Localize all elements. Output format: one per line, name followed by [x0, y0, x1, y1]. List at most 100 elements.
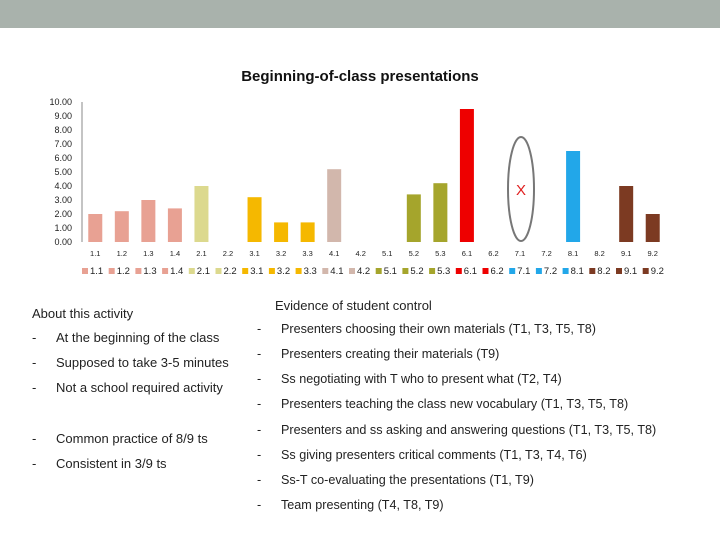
legend-label: 5.1	[384, 266, 397, 277]
list-item: - Team presenting (T4, T8, T9)	[257, 498, 444, 512]
list-item: - Consistent in 3/9 ts	[32, 456, 167, 471]
y-tick-label: 1.00	[54, 223, 72, 233]
legend-swatch	[268, 268, 275, 274]
x-tick-label: 1.2	[117, 249, 127, 258]
legend-label: 6.2	[491, 266, 504, 277]
annotation-ellipse	[507, 136, 535, 242]
bullet-dash: -	[257, 448, 262, 462]
x-tick-label: 3.2	[276, 249, 286, 258]
legend-label: 4.1	[330, 266, 343, 277]
legend-label: 8.2	[597, 266, 610, 277]
evidence-title: Evidence of student control	[275, 298, 432, 313]
legend-swatch	[642, 268, 649, 274]
legend-label: 7.1	[517, 266, 530, 277]
legend-swatch	[509, 268, 516, 274]
bar-1.3	[141, 200, 156, 242]
legend-swatch	[82, 268, 88, 274]
bar-9.2	[645, 214, 660, 242]
legend-label: 6.1	[464, 266, 477, 277]
bullet-dash: -	[32, 355, 37, 370]
list-item-text: Ss negotiating with T who to present wha…	[281, 372, 562, 386]
bar-5.3	[433, 183, 448, 242]
about-activity-title: About this activity	[32, 306, 134, 321]
legend-swatch	[349, 268, 355, 274]
bullet-dash: -	[257, 498, 262, 512]
legend-swatch	[295, 268, 302, 274]
bullet-dash: -	[257, 473, 262, 487]
list-item: - Presenters creating their materials (T9…	[257, 347, 499, 361]
bar-3.3	[300, 222, 315, 242]
bar-1.2	[114, 211, 129, 242]
legend-label: 3.2	[277, 266, 290, 277]
legend-swatch	[215, 268, 222, 274]
legend-label: 1.2	[117, 266, 130, 277]
list-item: - Common practice of 8/9 ts	[32, 431, 208, 446]
list-item: - Supposed to take 3-5 minutes	[32, 355, 229, 370]
x-tick-label: 3.1	[249, 249, 259, 258]
y-tick-label: 3.00	[54, 195, 72, 205]
list-item-text: Ss giving presenters critical comments (…	[281, 448, 587, 462]
legend-swatch	[616, 268, 622, 274]
x-tick-label: 6.1	[462, 249, 472, 258]
bullet-dash: -	[32, 431, 37, 446]
list-item-text: Not a school required activity	[56, 380, 223, 395]
bar-1.4	[167, 208, 182, 242]
bullet-dash: -	[32, 330, 37, 345]
x-tick-label: 8.2	[594, 249, 604, 258]
legend-swatch	[429, 268, 436, 274]
legend-label: 4.2	[357, 266, 370, 277]
x-tick-label: 3.3	[302, 249, 312, 258]
bar-8.1	[566, 151, 581, 242]
x-tick-label: 7.2	[541, 249, 551, 258]
list-item-text: Presenters and ss asking and answering q…	[281, 423, 657, 437]
list-item-text: Ss-T co-evaluating the presentations (T1…	[281, 473, 534, 487]
list-item-text: At the beginning of the class	[56, 330, 220, 345]
legend-label: 3.1	[250, 266, 263, 277]
bar-5.2	[406, 194, 421, 242]
legend-swatch	[242, 268, 249, 274]
y-tick-label: 4.00	[54, 181, 72, 191]
legend-swatch	[455, 268, 462, 274]
list-item: - Presenters choosing their own materials…	[257, 322, 596, 336]
bullet-dash: -	[257, 423, 262, 437]
legend-label: 9.2	[651, 266, 664, 277]
list-item-text: Supposed to take 3-5 minutes	[56, 355, 229, 370]
legend-label: 1.1	[90, 266, 103, 277]
x-tick-label: 8.1	[568, 249, 578, 258]
y-tick-label: 8.00	[54, 125, 72, 135]
legend-label: 5.2	[410, 266, 423, 277]
legend-swatch	[162, 268, 169, 274]
legend-swatch	[589, 268, 596, 274]
chart-title: Beginning-of-class presentations	[241, 68, 479, 85]
bar-9.1	[619, 186, 634, 242]
legend-label: 1.3	[143, 266, 156, 277]
y-tick-label: 9.00	[54, 111, 72, 121]
legend-swatch	[108, 268, 115, 274]
x-tick-label: 4.1	[329, 249, 339, 258]
bar-1.1	[88, 214, 103, 242]
x-tick-label: 1.4	[170, 249, 180, 258]
list-item: - Ss giving presenters critical comments …	[257, 448, 587, 462]
legend-swatch	[562, 268, 569, 274]
x-tick-label: 1.3	[143, 249, 153, 258]
x-tick-label: 1.1	[90, 249, 100, 258]
x-tick-label: 2.1	[196, 249, 206, 258]
bar-3.1	[247, 197, 262, 242]
x-tick-label: 4.2	[356, 249, 366, 258]
bar-4.1	[327, 169, 342, 242]
y-tick-label: 0.00	[54, 237, 72, 247]
bullet-dash: -	[32, 456, 37, 471]
y-tick-label: 10.00	[49, 97, 72, 107]
x-tick-label: 2.2	[223, 249, 233, 258]
legend-swatch	[535, 268, 542, 274]
annotation-x-mark: X	[516, 182, 526, 199]
y-tick-label: 6.00	[54, 153, 72, 163]
list-item-text: Presenters choosing their own materials …	[281, 322, 596, 336]
legend-swatch	[322, 268, 329, 274]
legend-swatch	[188, 268, 195, 274]
bullet-dash: -	[257, 397, 262, 411]
y-tick-label: 7.00	[54, 139, 72, 149]
list-item: - Presenters teaching the class new vocab…	[257, 397, 628, 411]
x-tick-label: 9.1	[621, 249, 631, 258]
x-tick-label: 7.1	[515, 249, 525, 258]
